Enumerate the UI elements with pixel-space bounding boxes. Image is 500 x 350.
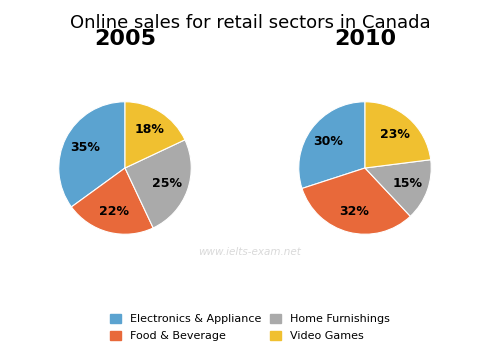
Legend: Electronics & Appliance, Food & Beverage, Home Furnishings, Video Games: Electronics & Appliance, Food & Beverage…: [106, 310, 394, 344]
Wedge shape: [125, 102, 185, 168]
Text: 32%: 32%: [339, 205, 368, 218]
Title: 2005: 2005: [94, 29, 156, 49]
Wedge shape: [72, 168, 153, 234]
Text: 15%: 15%: [392, 177, 422, 190]
Wedge shape: [59, 102, 125, 207]
Text: Online sales for retail sectors in Canada: Online sales for retail sectors in Canad…: [70, 14, 430, 32]
Wedge shape: [302, 168, 410, 234]
Wedge shape: [125, 140, 191, 228]
Text: 35%: 35%: [70, 141, 100, 154]
Text: 22%: 22%: [99, 205, 129, 218]
Wedge shape: [299, 102, 365, 188]
Title: 2010: 2010: [334, 29, 396, 49]
Text: 18%: 18%: [134, 124, 164, 136]
Text: 30%: 30%: [314, 135, 344, 148]
Wedge shape: [365, 102, 430, 168]
Text: 25%: 25%: [152, 177, 182, 190]
Text: 23%: 23%: [380, 128, 410, 141]
Wedge shape: [365, 160, 431, 216]
Text: www.ielts-exam.net: www.ielts-exam.net: [198, 247, 302, 257]
